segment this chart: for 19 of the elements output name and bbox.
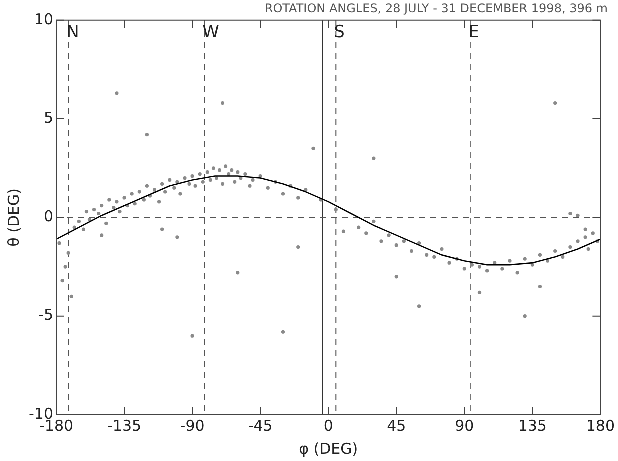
y-tick-label: 10 [34, 10, 54, 28]
chart-title: ROTATION ANGLES, 28 JULY - 31 DECEMBER 1998, 396 m [264, 1, 608, 16]
x-tick-label: 0 [324, 416, 334, 435]
x-tick-label: -135 [108, 416, 142, 435]
x-tick-label: -90 [180, 416, 205, 435]
y-tick-label: -5 [38, 306, 54, 324]
ref-line-label: W [202, 22, 220, 42]
ref-line-label: S [334, 22, 345, 42]
y-tick-label: 0 [44, 208, 54, 226]
x-tick-label: 45 [387, 416, 406, 435]
y-axis-title: θ (DEG) [4, 188, 23, 247]
x-axis-title: φ (DEG) [299, 440, 358, 458]
x-tick-label: 180 [586, 416, 616, 435]
ref-line-label: N [66, 22, 80, 42]
x-tick-label: -45 [248, 416, 273, 435]
y-tick-label: 5 [44, 108, 54, 127]
ref-line-label: E [468, 22, 480, 42]
x-tick-label: 90 [455, 416, 474, 435]
x-tick-label: 135 [518, 416, 547, 435]
